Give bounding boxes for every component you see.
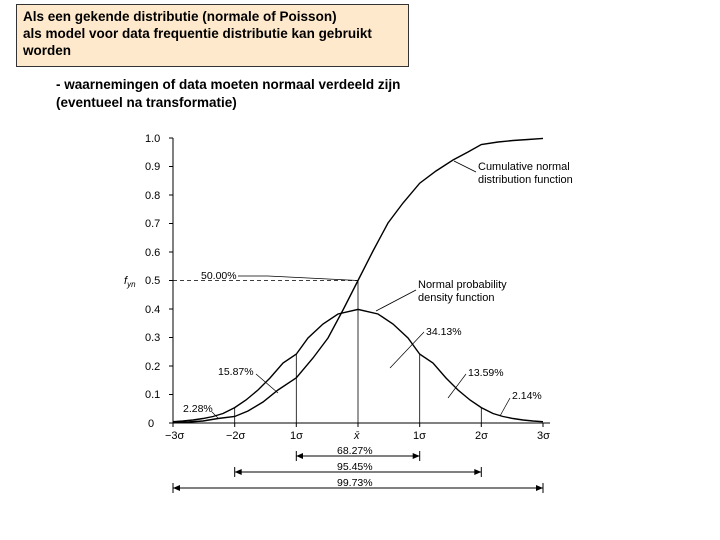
ytick-10: 1.0 — [145, 133, 160, 145]
ytick-2: 0.2 — [145, 361, 160, 373]
normal-distribution-chart: 0 0.1 0.2 0.3 0.4 0.5 0.6 0.7 0.8 0.9 1.… — [118, 128, 588, 520]
ytick-0: 0 — [148, 418, 154, 430]
pct-50: 50.00% — [201, 270, 237, 282]
pdf-label-2: density function — [418, 292, 494, 304]
xtick-6: 3σ — [537, 430, 550, 442]
xtick-5: 2σ — [475, 430, 488, 442]
ytick-3: 0.3 — [145, 332, 160, 344]
xtick-4: 1σ — [413, 430, 426, 442]
range-68: 68.27% — [337, 445, 373, 457]
title-line-3: worden — [23, 43, 402, 60]
xtick-1: −2σ — [226, 430, 246, 442]
range-99: 99.73% — [337, 477, 373, 489]
pct-1359: 13.59% — [468, 367, 504, 379]
ytick-7: 0.7 — [145, 218, 160, 230]
subtext-line-1: - waarnemingen of data moeten normaal ve… — [56, 76, 400, 94]
ytick-5: 0.5 — [145, 275, 160, 287]
cdf-label-1: Cumulative normal — [478, 161, 570, 173]
pct-228: 2.28% — [183, 403, 213, 415]
xtick-0: −3σ — [165, 430, 185, 442]
pct-1587: 15.87% — [218, 366, 254, 378]
ytick-4: 0.4 — [145, 304, 160, 316]
x-ticks: −3σ −2σ 1σ x̄ 1σ 2σ 3σ — [165, 423, 550, 442]
xtick-3: x̄ — [353, 430, 360, 442]
y-ticks: 0 0.1 0.2 0.3 0.4 0.5 0.6 0.7 0.8 0.9 1.… — [145, 133, 173, 430]
ytick-6: 0.6 — [145, 247, 160, 259]
title-box: Als een gekende distributie (normale of … — [16, 4, 409, 67]
range-95: 95.45% — [337, 461, 373, 473]
title-line-2: als model voor data frequentie distribut… — [23, 26, 402, 43]
pct-214: 2.14% — [512, 390, 542, 402]
pdf-label-1: Normal probability — [418, 279, 507, 291]
ytick-9: 0.9 — [145, 161, 160, 173]
y-axis-label: fyn — [124, 275, 136, 289]
subtext-line-2: (eventueel na transformatie) — [56, 94, 400, 112]
ytick-8: 0.8 — [145, 190, 160, 202]
ytick-1: 0.1 — [145, 389, 160, 401]
sigma-ranges: 68.27% 95.45% 99.73% — [173, 445, 543, 493]
subtext-block: - waarnemingen of data moeten normaal ve… — [56, 76, 400, 111]
xtick-2: 1σ — [290, 430, 303, 442]
pct-3413: 34.13% — [426, 326, 462, 338]
cdf-label-2: distribution function — [478, 174, 573, 186]
title-line-1: Als een gekende distributie (normale of … — [23, 9, 402, 26]
